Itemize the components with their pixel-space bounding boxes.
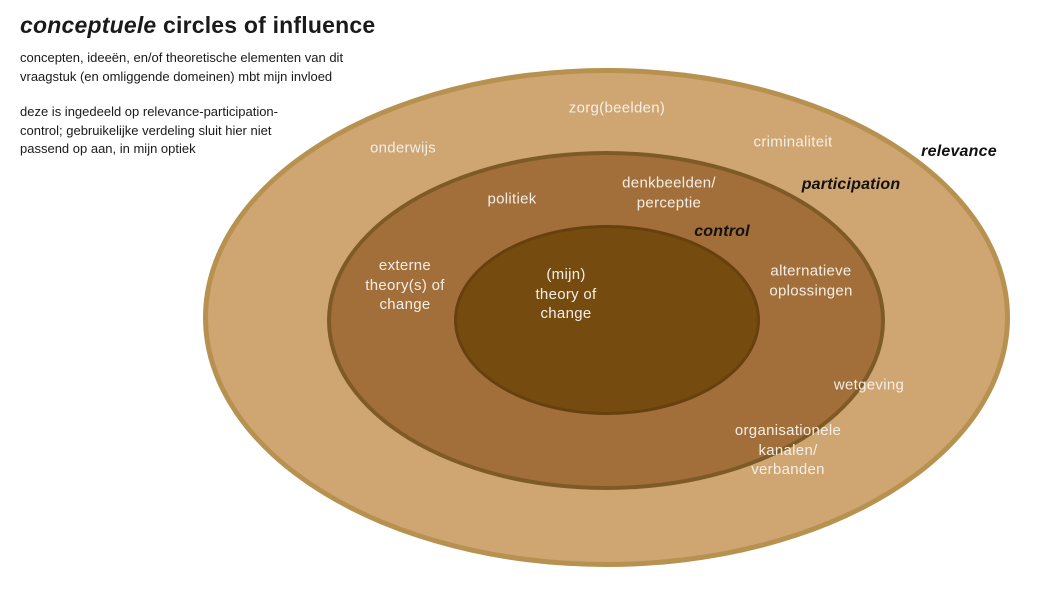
zone-label-relevance: relevance [921,143,997,160]
label-externe-theory-of-change: externe theory(s) of change [365,256,445,313]
label-politiek: politiek [487,190,537,208]
page-title-rest: circles of influence [156,12,376,38]
zone-label-control: control [694,223,750,240]
intro-paragraph-2: deze is ingedeeld op relevance-participa… [20,103,278,157]
label-onderwijs: onderwijs [369,139,437,157]
label-mijn-theory-of-change: (mijn) theory of change [535,265,597,322]
header-block: conceptuele circles of influence concept… [20,12,380,175]
page-title: conceptuele circles of influence [20,12,380,39]
zone-label-participation: participation [801,176,901,193]
label-denkbeelden-perceptie: denkbeelden/ perceptie [622,174,716,212]
label-zorg-beelden: zorg(beelden) [568,99,666,117]
inner-ellipse-control [454,225,760,415]
label-alternatieve-oplossingen: alternatieve oplossingen [769,262,853,300]
label-criminaliteit: criminaliteit [753,133,833,151]
page-title-italic-part: conceptuele [20,12,157,38]
label-organisationele-kanalen-verbanden: organisationele kanalen/ verbanden [734,421,842,478]
label-wetgeving: wetgeving [833,376,905,394]
intro-paragraph-1: concepten, ideeën, en/of theoretische el… [20,50,344,84]
